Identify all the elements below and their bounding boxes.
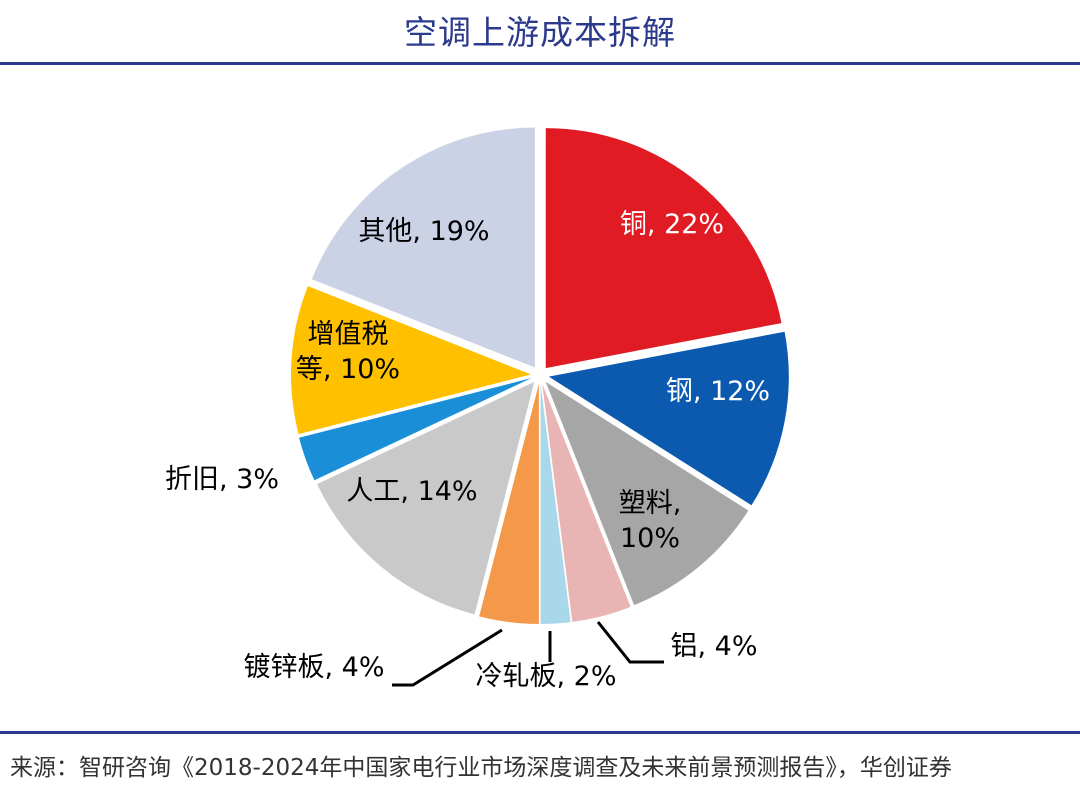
slice-labels: 铜, 22% 钢, 12% 塑料, 10% 铝, 4% 冷轧板, 2% 镀锌板, 4% 人工,… xyxy=(165,209,770,692)
pie-slice-10 xyxy=(311,127,535,368)
leader-line-6 xyxy=(392,628,503,687)
slice-label-5: 冷轧板, 2% xyxy=(476,661,617,692)
pie-slice-3 xyxy=(545,381,749,606)
slice-label-8: 折旧, 3% xyxy=(165,464,279,495)
slice-label-9: 增值税等, 10% xyxy=(296,319,400,385)
source-rule xyxy=(0,731,1080,734)
pie-slice-2 xyxy=(548,331,789,506)
pie-slice-1 xyxy=(545,128,782,369)
slice-label-2: 钢, 12% xyxy=(666,376,770,407)
pie-slice-4 xyxy=(542,383,631,622)
title-rule xyxy=(0,62,1080,65)
leader-lines xyxy=(392,621,664,687)
pie-slice-9 xyxy=(291,286,532,435)
pie-slice-6 xyxy=(479,383,539,624)
slice-label-10: 其他, 19% xyxy=(358,216,489,247)
slice-label-7: 人工, 14% xyxy=(346,476,477,507)
pie-slice-5 xyxy=(540,383,571,624)
leader-line-4 xyxy=(596,621,664,664)
pie-slices xyxy=(291,127,789,624)
source-note: 来源：智研咨询《2018-2024年中国家电行业市场深度调查及未来前景预测报告》… xyxy=(10,755,952,781)
slice-label-4: 铝, 4% xyxy=(671,631,758,662)
chart-title: 空调上游成本拆解 xyxy=(404,13,676,52)
slice-label-6: 镀锌板, 4% xyxy=(244,652,385,683)
pie-slice-7 xyxy=(317,381,535,615)
pie-slice-8 xyxy=(299,378,532,481)
slice-label-1: 铜, 22% xyxy=(620,209,724,240)
slice-label-3: 塑料, 10% xyxy=(619,488,682,554)
